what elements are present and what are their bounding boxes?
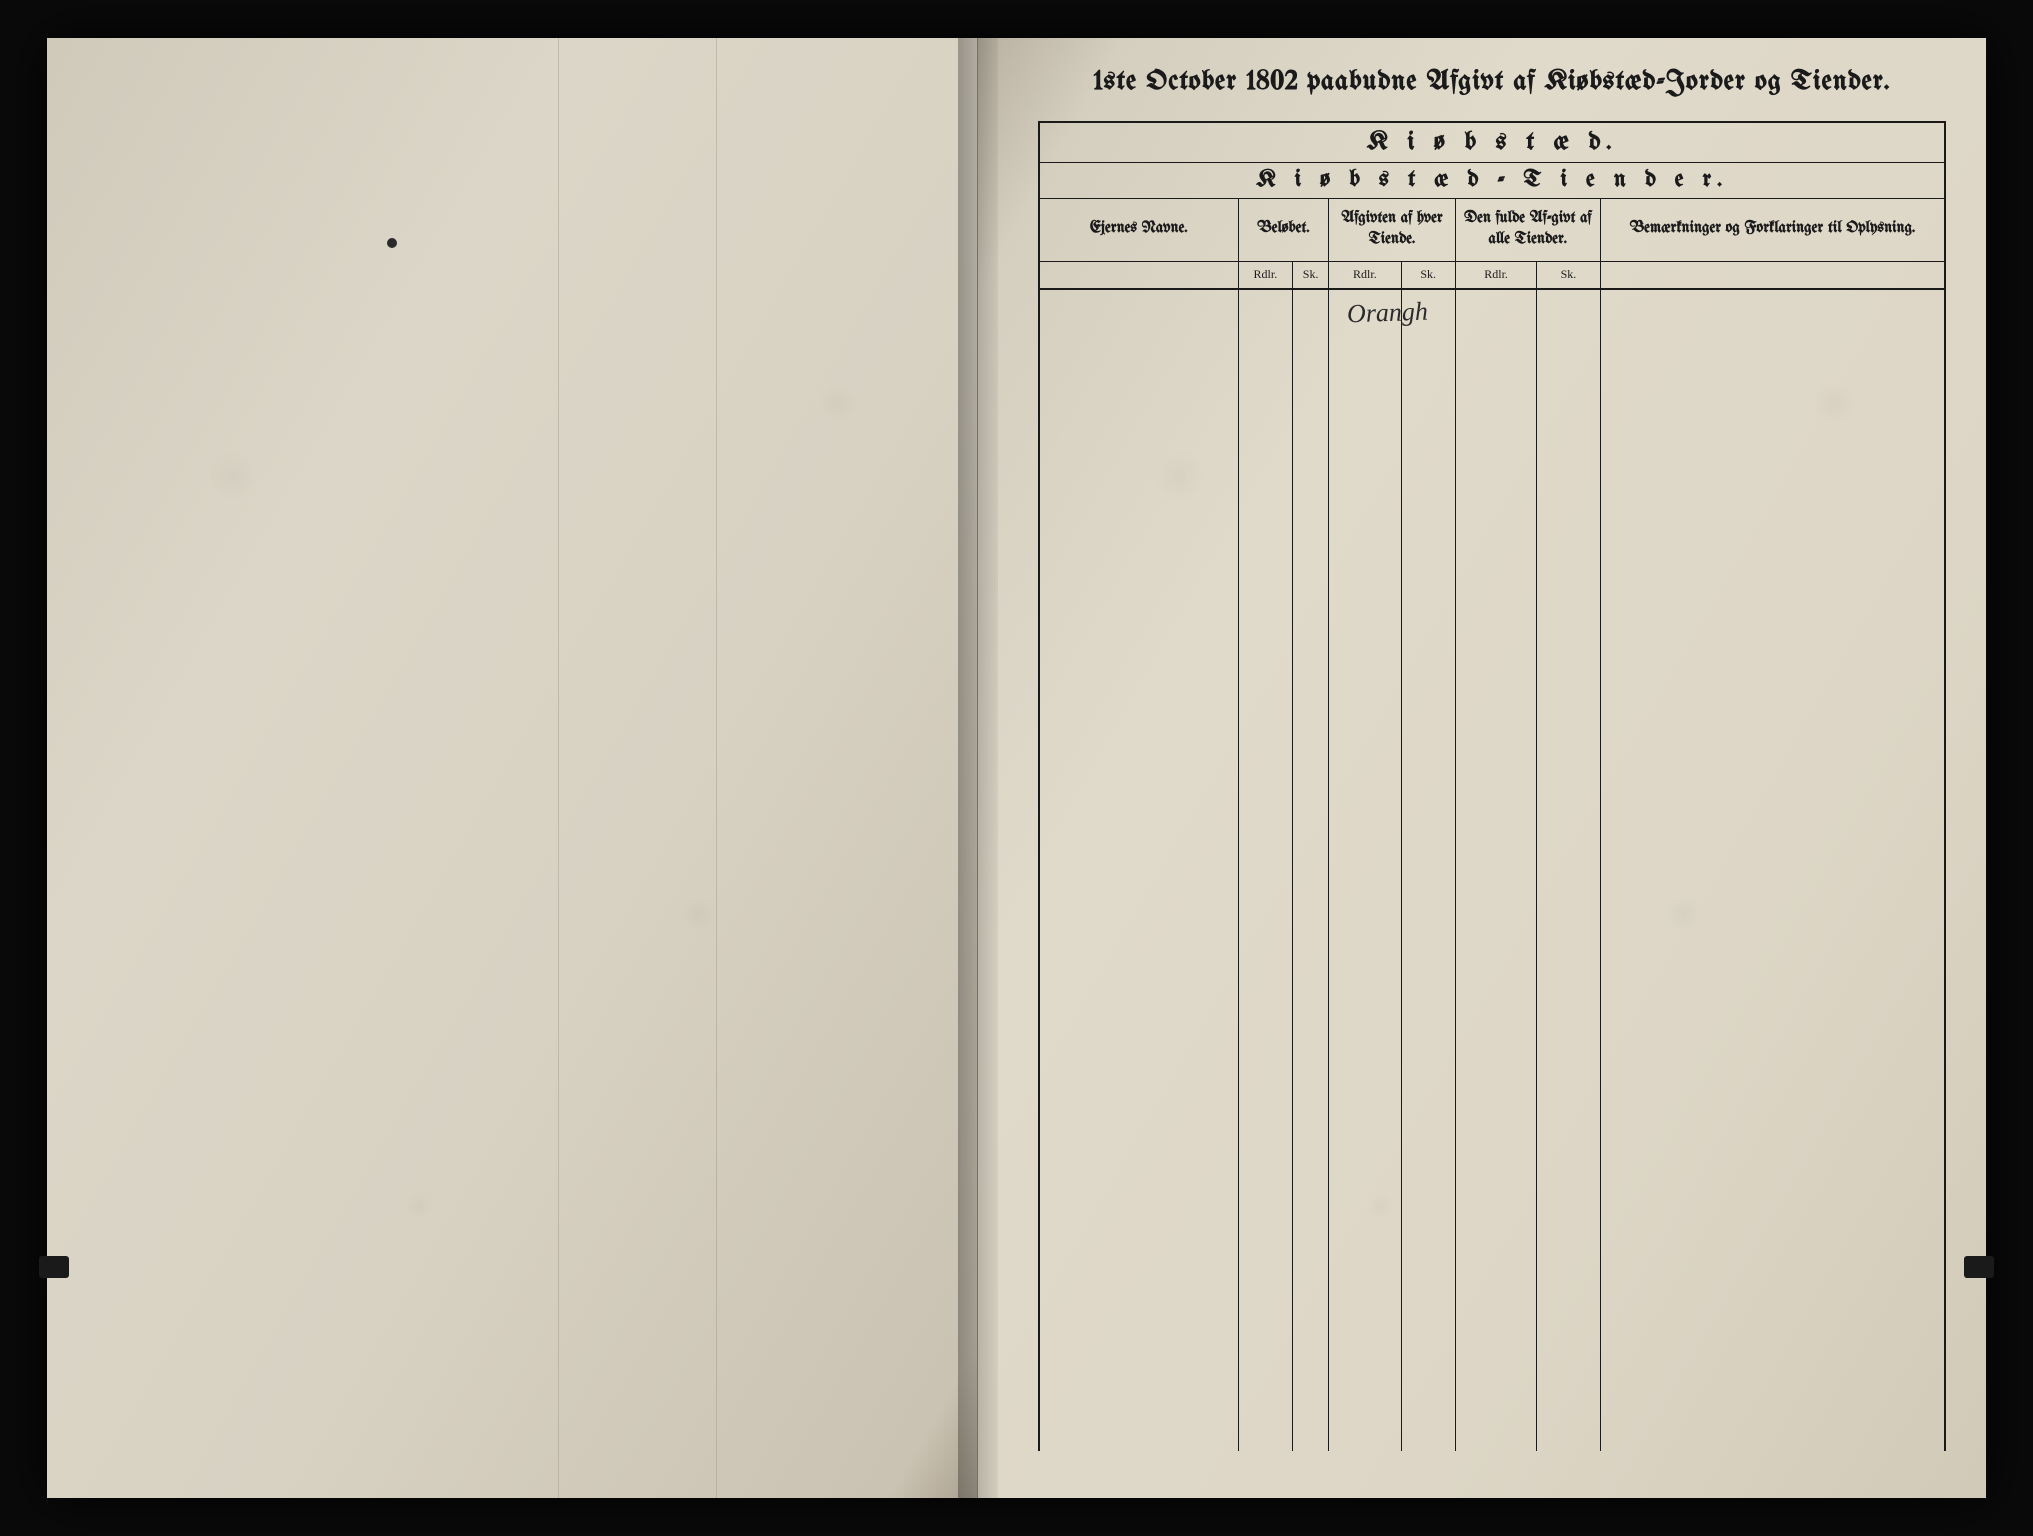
col-fulde-afgivt: Den fulde Af-givt af alle Tiender. (1456, 199, 1601, 261)
rule-line (1402, 290, 1456, 1451)
paper-crease (558, 38, 559, 1498)
col-ejernes-navne: Ejernes Navne. (1040, 199, 1239, 261)
rule-line (1040, 290, 1239, 1451)
paper-crease (716, 38, 717, 1498)
sub-sk: Sk. (1402, 262, 1456, 288)
rule-line (1293, 290, 1329, 1451)
header-tiender: K i ø b s t æ d - T i e n d e r. (1040, 163, 1945, 199)
ledger-table: K i ø b s t æ d. K i ø b s t æ d - T i e… (1038, 121, 1947, 1451)
header-kiobstad: K i ø b s t æ d. (1040, 123, 1945, 163)
rule-line (1456, 290, 1537, 1451)
handwritten-note: Orangh (1347, 296, 1429, 329)
rule-line (1537, 290, 1600, 1451)
paper-texture (47, 38, 977, 1498)
sub-empty (1601, 262, 1945, 288)
sub-sk: Sk. (1537, 262, 1600, 288)
page-title: 1ste October 1802 paabudne Afgivt af Kiø… (1038, 68, 1947, 97)
left-page-blank (47, 38, 978, 1498)
sub-sk: Sk. (1293, 262, 1329, 288)
ledger-body: Orangh (1040, 290, 1945, 1451)
col-belobet: Beløbet. (1239, 199, 1329, 261)
col-afgivten: Afgivten af hver Tiende. (1329, 199, 1456, 261)
ink-spot (387, 238, 397, 248)
sub-rdlr: Rdlr. (1456, 262, 1537, 288)
rule-line (1239, 290, 1293, 1451)
sub-rdlr: Rdlr. (1239, 262, 1293, 288)
col-bemarkninger: Bemærkninger og Forklaringer til Oplysni… (1601, 199, 1945, 261)
right-page-form: 1ste October 1802 paabudne Afgivt af Kiø… (978, 38, 1987, 1498)
column-headers: Ejernes Navne. Beløbet. Afgivten af hver… (1040, 199, 1945, 262)
sub-empty (1040, 262, 1239, 288)
sub-rdlr: Rdlr. (1329, 262, 1401, 288)
binding-mark-left (39, 1256, 69, 1278)
currency-subheaders: Rdlr. Sk. Rdlr. Sk. Rdlr. Sk. (1040, 262, 1945, 290)
rule-line (1601, 290, 1945, 1451)
rule-line (1329, 290, 1401, 1451)
binding-mark-right (1964, 1256, 1994, 1278)
book-spread: 1ste October 1802 paabudne Afgivt af Kiø… (47, 38, 1987, 1498)
